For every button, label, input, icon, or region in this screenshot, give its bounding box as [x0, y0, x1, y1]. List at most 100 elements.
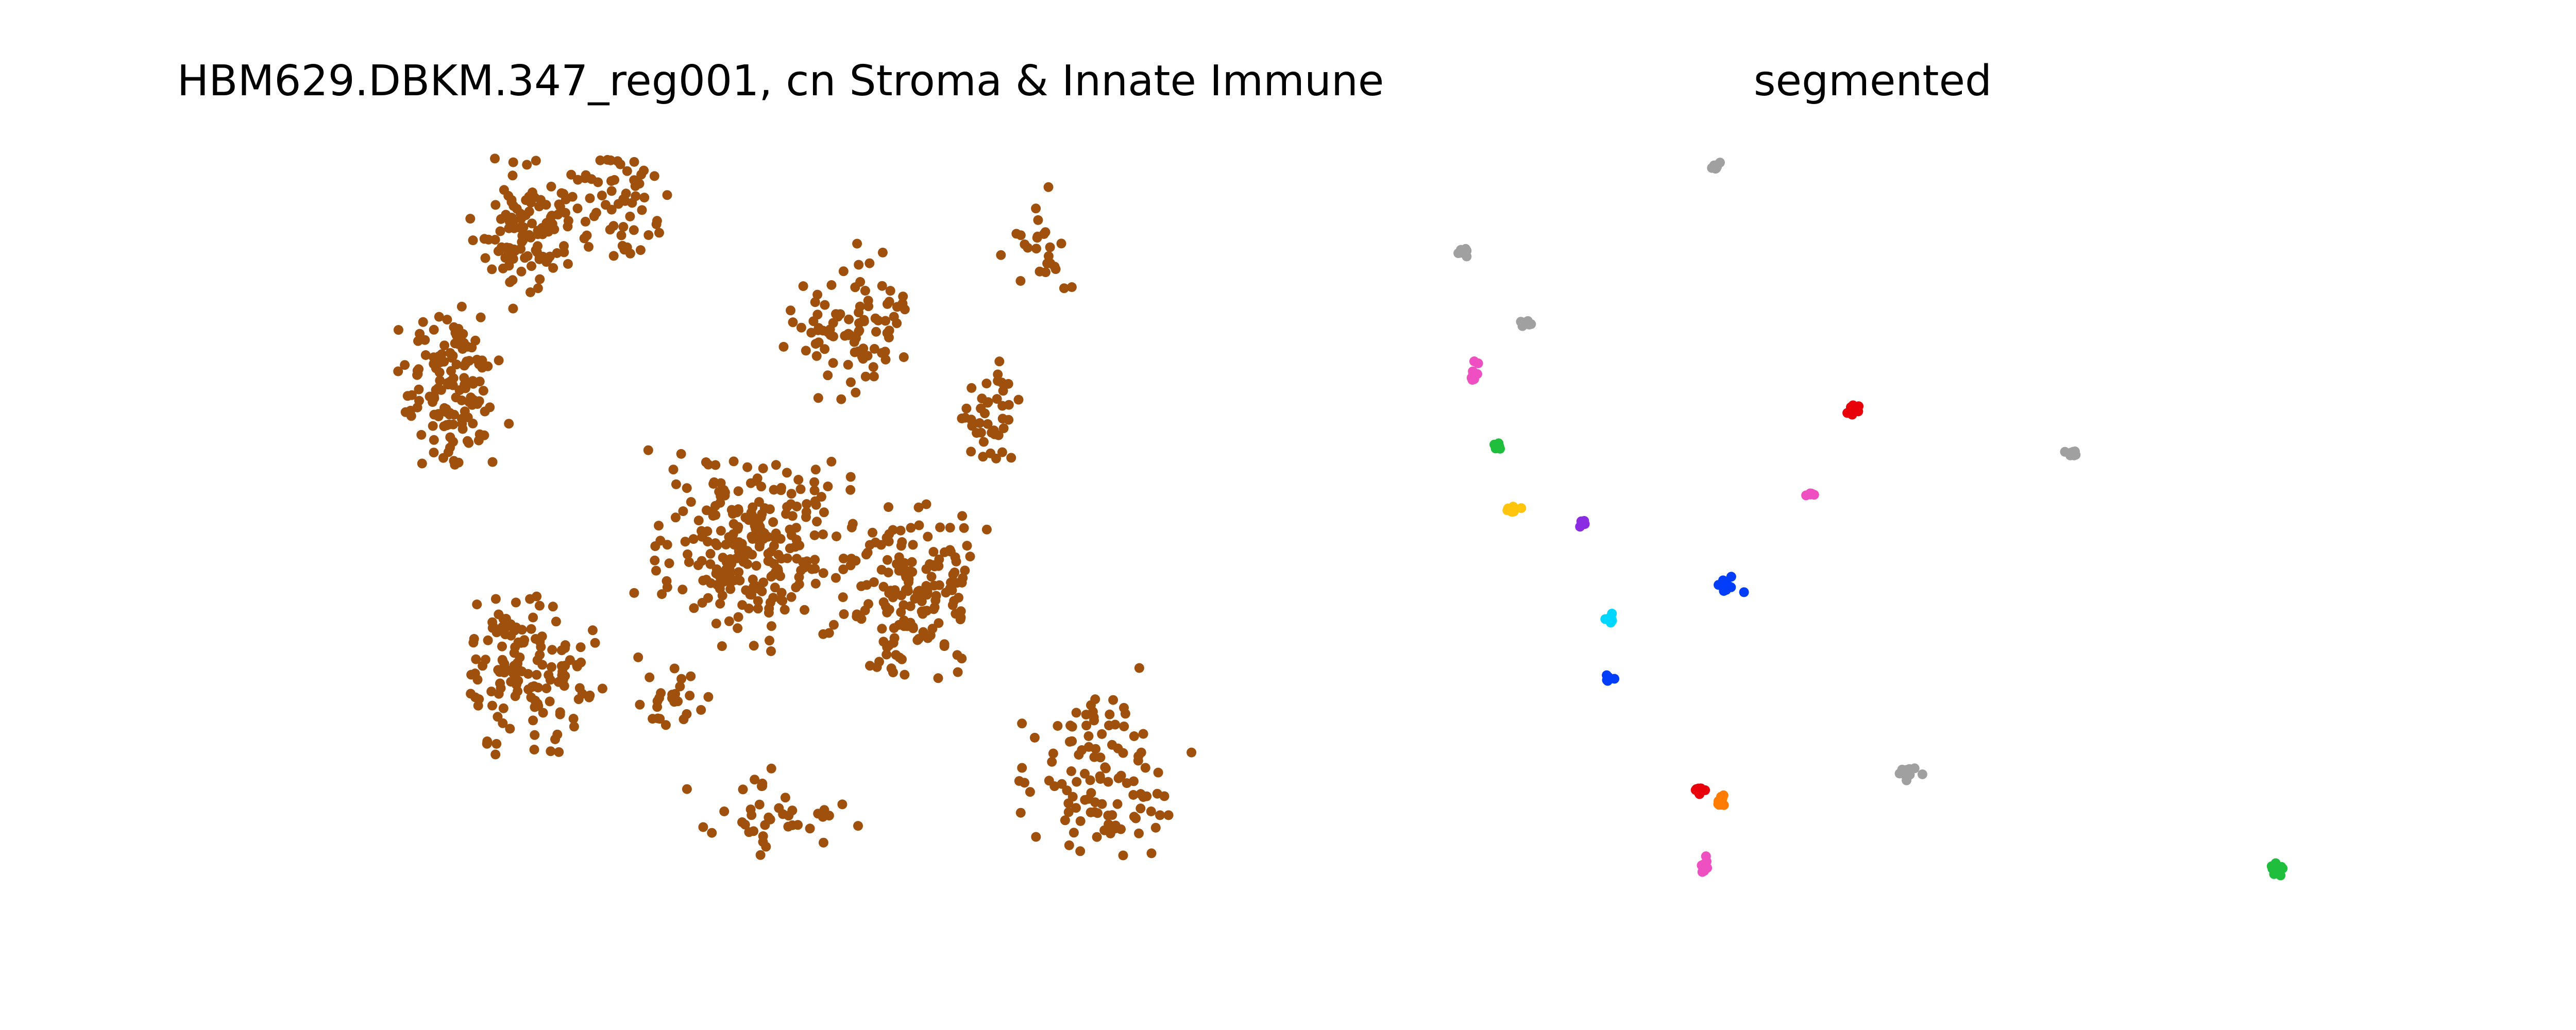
cell-dot [645, 672, 655, 682]
cell-dot [523, 669, 533, 679]
cluster-dot [1469, 356, 1479, 367]
cluster-dot [1494, 438, 1504, 449]
cell-dot [945, 546, 956, 557]
cell-dot [801, 346, 811, 356]
cell-dot [916, 591, 926, 602]
cell-dot [852, 609, 862, 620]
cell-dot [1163, 810, 1174, 820]
cell-dot [1033, 215, 1043, 225]
cell-dot [420, 350, 431, 360]
cell-dot [933, 673, 943, 683]
cell-dot [668, 465, 679, 475]
cell-dot [1159, 791, 1170, 801]
cell-dot [499, 185, 509, 195]
cell-dot [810, 297, 820, 307]
cell-dot [1023, 243, 1033, 253]
cell-dot [625, 248, 635, 259]
cell-dot [811, 351, 822, 361]
cell-dot [812, 517, 822, 527]
cell-dot [708, 479, 719, 489]
cell-dot [1044, 776, 1054, 786]
cell-dot [721, 539, 731, 550]
cell-dot [1071, 708, 1081, 718]
cell-dot [468, 638, 479, 648]
cell-dot [1099, 825, 1110, 835]
cell-dot [877, 624, 887, 634]
cell-dot [482, 739, 492, 749]
cell-dot [801, 507, 811, 517]
cell-dot [810, 339, 821, 349]
cell-dot [442, 315, 452, 325]
cell-dot [529, 745, 539, 754]
cell-dot [608, 251, 619, 261]
cell-dot [780, 793, 790, 803]
cell-dot [1031, 244, 1041, 254]
cell-dot [569, 722, 579, 732]
cell-dot [793, 475, 804, 485]
cell-dot [800, 605, 809, 615]
cell-dot [899, 600, 909, 610]
cell-dot [533, 283, 543, 294]
cell-dot [810, 563, 820, 574]
chart-title-left: HBM629.DBKM.347_reg001, cn Stroma & Inna… [177, 57, 1384, 106]
cell-dot [676, 674, 687, 684]
cell-dot [468, 235, 478, 246]
cell-dot [508, 303, 518, 314]
cell-dot [749, 826, 759, 836]
cell-dot [862, 351, 873, 361]
cell-dot [1092, 832, 1102, 842]
cell-dot [513, 637, 523, 647]
cell-dot [992, 394, 1002, 404]
cell-dot [472, 599, 482, 610]
cell-dot [547, 645, 557, 655]
cell-dot [719, 806, 730, 816]
cell-dot [633, 652, 643, 662]
cell-dot [546, 746, 556, 757]
cell-dot [761, 842, 771, 852]
cell-dot [738, 784, 748, 795]
cluster-dot [1707, 163, 1717, 173]
cell-dot [950, 568, 960, 577]
cell-dot [965, 552, 975, 562]
cell-dot [526, 195, 536, 205]
cell-dot [1064, 840, 1074, 850]
cell-dot [868, 362, 878, 372]
cell-dot [934, 554, 944, 564]
cell-dot [889, 633, 900, 643]
cell-dot [532, 655, 543, 665]
cell-dot [755, 539, 765, 549]
cell-dot [429, 435, 439, 445]
cell-dot [541, 218, 552, 228]
cluster-dot [1467, 375, 1478, 385]
cell-dot [740, 819, 750, 830]
cell-dot [753, 596, 763, 606]
cell-dot [585, 193, 595, 203]
cell-dot [462, 356, 472, 367]
cell-dot [768, 517, 778, 527]
cell-dot [945, 523, 955, 533]
cell-dot [1011, 229, 1022, 239]
cell-dot [495, 226, 505, 236]
cell-dot [810, 465, 821, 475]
cell-dot [749, 582, 758, 592]
cell-dot [854, 325, 865, 336]
cell-dot [1150, 822, 1161, 833]
cell-dot [1031, 203, 1041, 214]
cell-dot [1092, 808, 1103, 818]
cell-dot [428, 421, 438, 431]
cell-dot [1015, 808, 1026, 818]
cell-dot [1060, 815, 1070, 826]
cell-dot [393, 325, 403, 335]
cell-dot [639, 165, 649, 176]
cell-dot [464, 397, 474, 407]
cell-dot [448, 351, 458, 361]
cell-dot [546, 181, 556, 192]
cell-dot [1047, 757, 1057, 767]
cell-dot [457, 424, 468, 434]
cell-dot [649, 171, 659, 181]
cell-dot [451, 392, 461, 403]
cell-dot [989, 429, 999, 439]
cell-dot [513, 676, 523, 686]
cell-dot [434, 351, 444, 362]
cell-dot [584, 242, 594, 252]
